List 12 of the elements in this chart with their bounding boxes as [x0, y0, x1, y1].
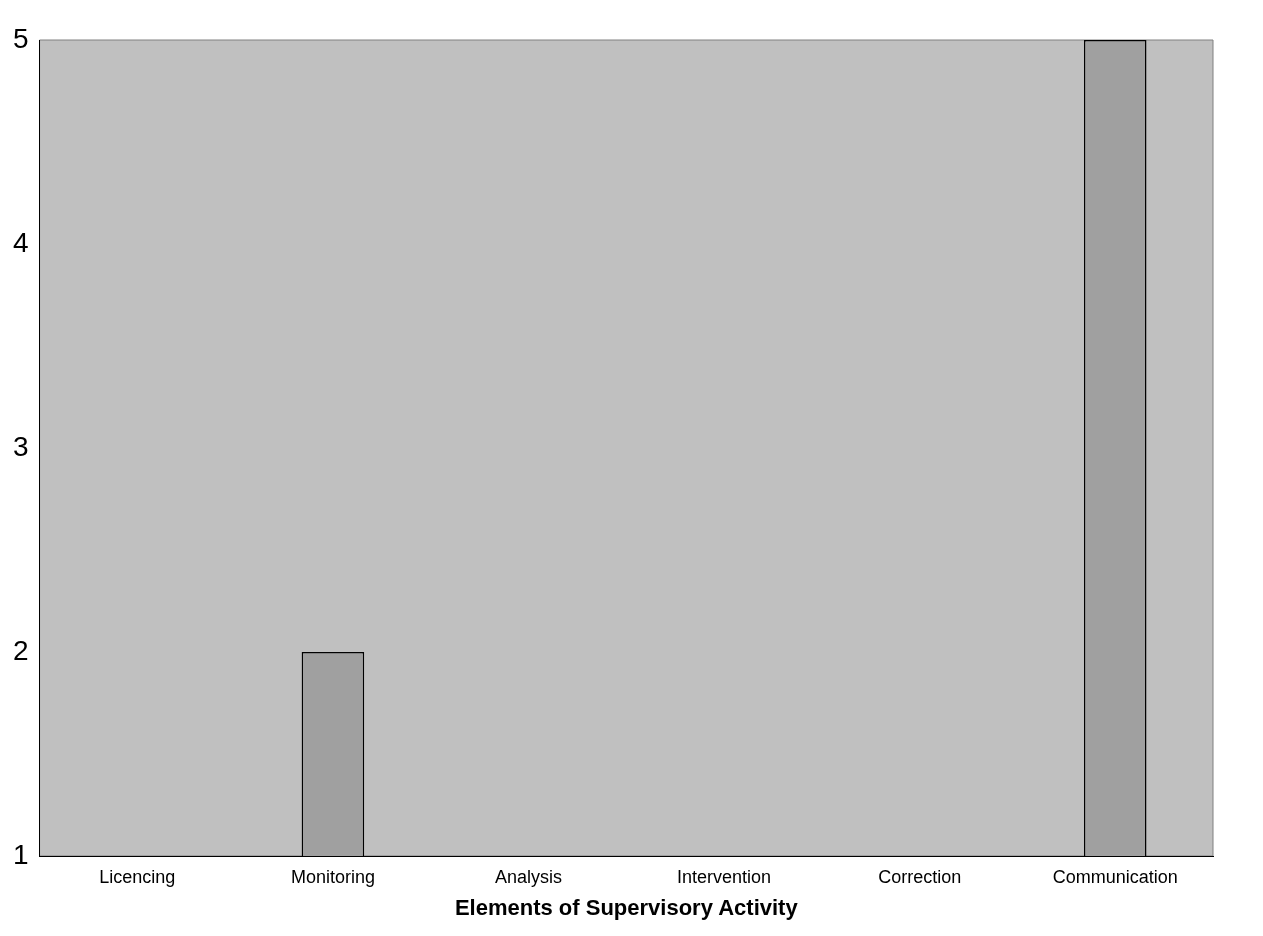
- y-tick-label: 2: [12, 634, 29, 666]
- x-tick-label: Correction: [878, 866, 962, 887]
- y-tick-label: 3: [12, 430, 29, 462]
- x-tick-label: Licencing: [99, 866, 176, 887]
- x-tick-label: Communication: [1052, 866, 1178, 887]
- y-tick-label: 1: [12, 838, 29, 870]
- x-tick-label: Intervention: [677, 866, 772, 887]
- y-tick-label: 4: [12, 226, 29, 258]
- x-axis-title: Elements of Supervisory Activity: [454, 894, 799, 920]
- y-tick-label: 5: [12, 22, 29, 54]
- x-tick-label: Analysis: [494, 866, 563, 887]
- x-tick-label: Monitoring: [290, 866, 375, 887]
